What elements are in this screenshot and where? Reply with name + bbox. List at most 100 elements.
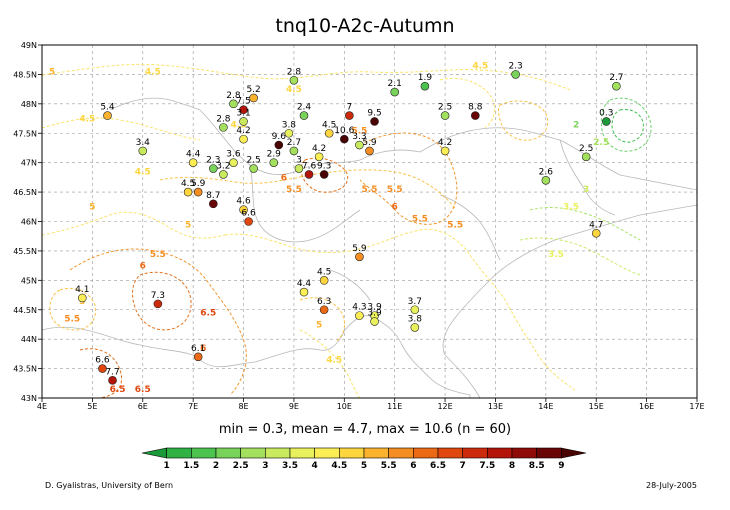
station-value-label: 6.6	[241, 209, 256, 219]
x-tick-label: 13E	[488, 402, 503, 411]
station-value-label: 4.2	[438, 138, 452, 148]
station-marker	[209, 164, 218, 173]
map-frame: 5 4.54.54.54.54.55.55.565.5 5.55.56555.565…	[13, 41, 704, 411]
contour-label: 5.5	[150, 250, 166, 260]
station-value-label: 7.3	[151, 291, 165, 301]
stats-summary: min = 0.3, mean = 4.7, max = 10.6 (n = 6…	[219, 422, 511, 437]
colorbar-segment	[363, 447, 389, 459]
colorbar-level-label: 7	[460, 461, 466, 471]
colorbar-segment	[511, 447, 537, 459]
y-tick-label: 43N	[21, 394, 37, 403]
station-marker	[319, 170, 329, 179]
station-value-label: 2.9	[267, 150, 282, 160]
station-value-label: 4.4	[186, 150, 201, 160]
station-marker	[193, 187, 203, 197]
colorbar-level-label: 8.5	[529, 461, 545, 471]
station-value-label: 2.4	[297, 103, 312, 113]
station-marker	[269, 158, 279, 167]
contour-label: 3	[583, 185, 589, 195]
colorbar-segment	[215, 447, 241, 459]
station-value-label: 2.8	[287, 67, 302, 77]
station-marker	[410, 305, 420, 315]
station-value-label: 3.4	[136, 138, 151, 148]
station-marker	[314, 152, 324, 162]
x-tick-label: 9E	[289, 402, 299, 411]
station-marker	[183, 187, 193, 197]
station-marker	[304, 170, 314, 179]
station-marker	[324, 128, 334, 138]
station-marker	[239, 105, 248, 115]
colorbar-segment	[536, 447, 562, 459]
station-marker	[299, 287, 309, 297]
colorbar-segment	[314, 447, 340, 459]
x-tick-label: 8E	[238, 402, 248, 411]
colorbar-level-label: 5	[361, 461, 367, 471]
station-marker	[390, 87, 399, 97]
station-value-label: 4.3	[352, 303, 366, 313]
station-value-label: 6.3	[317, 297, 331, 307]
x-tick-label: 11E	[387, 402, 402, 411]
contour-label: 5	[316, 320, 322, 330]
station-marker	[244, 217, 253, 226]
station-marker	[103, 111, 112, 120]
contour-labels: 5 4.54.54.54.54.55.55.565.5 5.55.56555.565…	[49, 62, 609, 396]
colorbar-level-label: 3.5	[282, 461, 298, 471]
colorbar-level-label: 4	[312, 461, 318, 471]
station-value-label: 0.3	[599, 108, 613, 118]
station-value-label: 4.2	[236, 126, 250, 136]
station-marker	[289, 146, 299, 156]
station-marker	[345, 111, 354, 120]
station-value-label: 9.3	[317, 161, 331, 171]
station-value-label: 6.6	[95, 356, 110, 366]
y-tick-label: 49N	[21, 41, 37, 50]
colorbar-segment	[388, 447, 414, 459]
station-value-label: 8.8	[468, 103, 483, 113]
station-value-label: 4.4	[297, 279, 312, 289]
station-marker	[98, 364, 107, 373]
station-value-label: 3	[296, 156, 302, 166]
x-tick-label: 6E	[138, 402, 148, 411]
station-value-label: 2.5	[246, 156, 260, 166]
station-value-label: 4.5	[322, 120, 336, 130]
station-value-label: 4.5	[317, 267, 331, 277]
colorbar-level-label: 6	[410, 461, 416, 471]
station-value-label: 3.3	[352, 132, 366, 142]
colorbar-segment	[339, 447, 365, 459]
station-marker	[249, 93, 258, 103]
y-tick-label: 44N	[21, 335, 37, 344]
station-marker	[219, 170, 228, 179]
station-marker	[319, 305, 329, 315]
contour-label: 5	[49, 67, 55, 77]
x-tick-label: 10E	[337, 402, 352, 411]
colorbar-segment	[166, 447, 192, 459]
station-marker	[274, 140, 284, 150]
station-value-label: 2.7	[609, 73, 623, 83]
station-marker	[365, 146, 374, 156]
station-marker	[612, 81, 621, 91]
station-value-label: 4.7	[589, 220, 603, 230]
contour-label: 5.5	[286, 185, 302, 195]
station-value-label: 3.9	[367, 309, 382, 319]
x-tick-label: 16E	[639, 402, 654, 411]
colorbar-level-label: 5.5	[381, 461, 397, 471]
station-marker	[511, 70, 520, 79]
colorbar-segment	[289, 447, 315, 459]
station-value-label: 2.8	[226, 91, 241, 101]
station-marker	[319, 276, 329, 285]
colorbar-level-label: 2.5	[233, 461, 249, 471]
colorbar-segment	[561, 447, 587, 459]
x-tick-label: 12E	[437, 402, 452, 411]
y-tick-label: 47.5N	[13, 129, 37, 138]
coastline-borders	[41, 97, 698, 399]
station-value-label: 2.3	[508, 61, 522, 71]
colorbar-segment	[240, 447, 266, 459]
station-value-label: 3.1	[236, 108, 250, 118]
colorbar-level-label: 4.5	[331, 461, 347, 471]
colorbar-segment	[437, 447, 463, 459]
station-value-label: 7.7	[105, 367, 119, 377]
station-marker	[193, 352, 203, 362]
station-marker	[284, 128, 294, 138]
station-value-label: 7.5	[236, 97, 250, 107]
station-value-label: 5.9	[191, 179, 206, 189]
y-tick-label: 48.5N	[13, 70, 37, 79]
